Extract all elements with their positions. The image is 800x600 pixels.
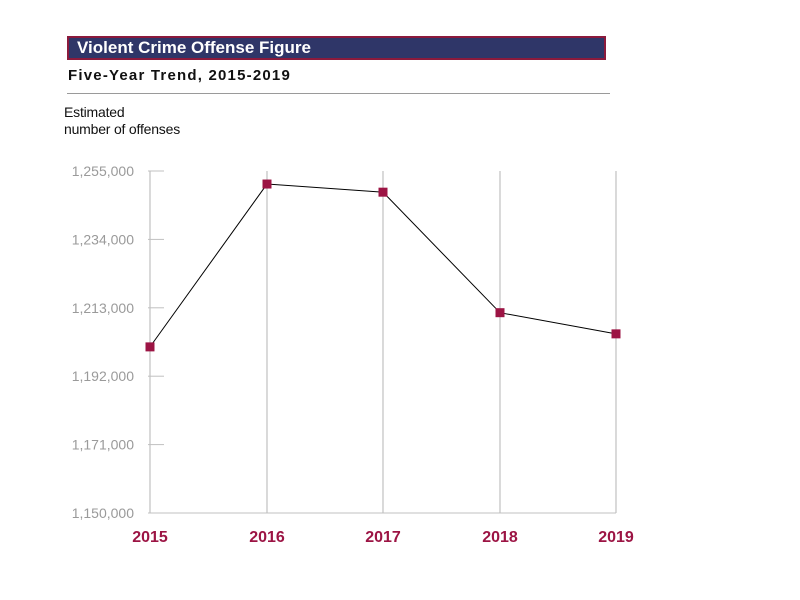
x-tick-label: 2019	[598, 529, 634, 546]
data-point-marker	[145, 342, 155, 352]
y-tick-label: 1,213,000	[72, 300, 134, 316]
y-axis-label-line-1: Estimated	[64, 104, 125, 120]
data-point-marker	[495, 308, 505, 318]
data-point-marker	[262, 179, 272, 189]
data-point-marker	[378, 187, 388, 197]
y-tick-label: 1,171,000	[72, 437, 134, 453]
x-tick-label: 2017	[365, 529, 401, 546]
chart-title: Violent Crime Offense Figure	[67, 36, 606, 60]
x-tick-label: 2018	[482, 529, 518, 546]
x-tick-label: 2015	[132, 529, 168, 546]
y-tick-label: 1,234,000	[72, 231, 134, 247]
data-point-marker	[611, 329, 621, 339]
chart-subtitle: Five-Year Trend, 2015-2019	[68, 67, 291, 84]
title-divider	[67, 93, 610, 94]
y-axis-label: Estimated number of offenses	[64, 104, 224, 138]
y-tick-label: 1,255,000	[72, 163, 134, 179]
y-axis-label-line-2: number of offenses	[64, 121, 180, 137]
y-tick-label: 1,192,000	[72, 368, 134, 384]
x-tick-label: 2016	[249, 529, 285, 546]
y-tick-label: 1,150,000	[72, 505, 134, 521]
